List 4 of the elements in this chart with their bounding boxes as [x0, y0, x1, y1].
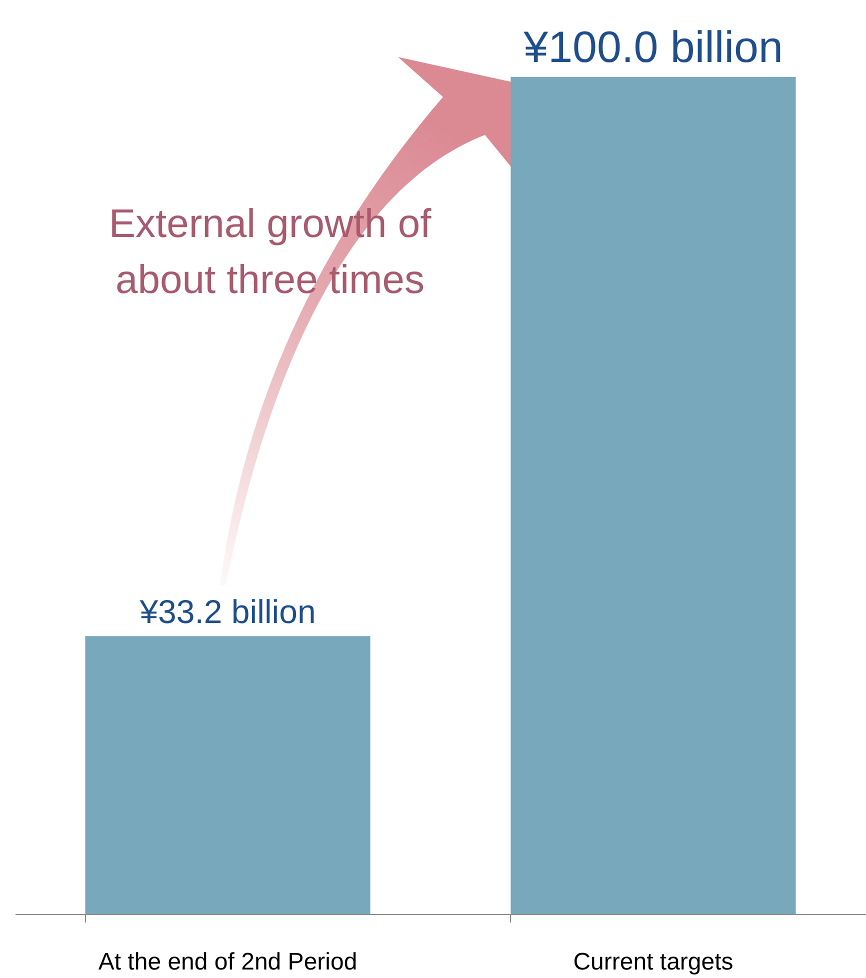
x-tick-label: At the end of 2nd Period [98, 948, 358, 976]
data-label: ¥33.2 billion [138, 593, 316, 630]
x-tick-label: Current targets [573, 948, 734, 976]
data-label: ¥100.0 billion [522, 23, 783, 72]
